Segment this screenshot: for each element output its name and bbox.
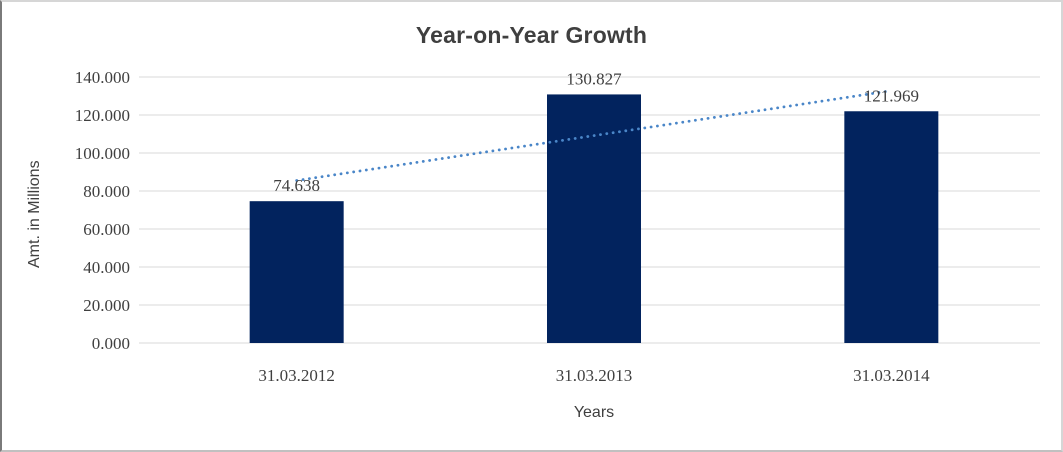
y-tick-label: 20.000	[83, 296, 130, 315]
y-tick-label: 140.000	[75, 68, 130, 87]
data-label: 74.638	[273, 176, 320, 195]
y-tick-label: 80.000	[83, 182, 130, 201]
bar-31.03.2014	[844, 111, 939, 343]
x-tick-label: 31.03.2013	[556, 366, 633, 385]
bar-31.03.2012	[249, 201, 344, 343]
y-tick-label: 0.000	[92, 334, 130, 353]
chart-title: Year-on-Year Growth	[415, 22, 648, 48]
data-label: 130.827	[566, 69, 622, 88]
y-tick-label: 40.000	[83, 258, 130, 277]
y-tick-label: 60.000	[83, 220, 130, 239]
trendline	[295, 89, 893, 182]
x-axis-title: Years	[573, 404, 615, 421]
y-tick-label: 100.000	[75, 144, 130, 163]
x-tick-label: 31.03.2012	[258, 366, 335, 385]
x-tick-label: 31.03.2014	[853, 366, 930, 385]
y-tick-label: 120.000	[75, 106, 130, 125]
data-label: 121.969	[864, 86, 919, 105]
bar-31.03.2013	[547, 94, 641, 343]
